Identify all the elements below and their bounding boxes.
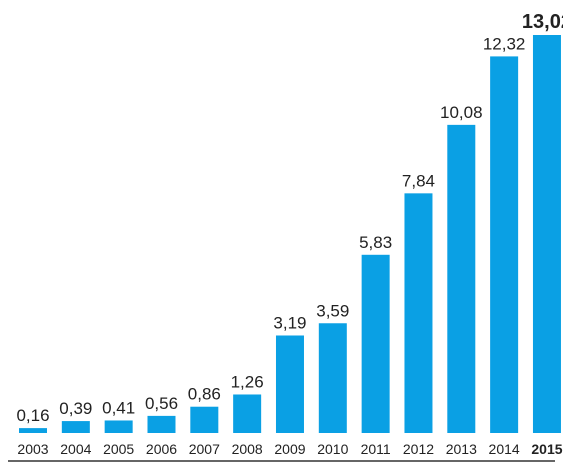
- bar-2006: [147, 415, 176, 433]
- bar-2011: [361, 254, 390, 433]
- bar-2015: [532, 35, 561, 433]
- value-label-2012: 7,84: [402, 171, 435, 190]
- bar-2014: [490, 56, 519, 434]
- bar-2012: [404, 193, 433, 433]
- bar-2007: [190, 406, 219, 433]
- tick-label-2010: 2010: [317, 441, 348, 457]
- value-label-2007: 0,86: [188, 385, 221, 404]
- tick-label-2013: 2013: [446, 441, 477, 457]
- tick-label-2004: 2004: [60, 441, 91, 457]
- tick-label-2005: 2005: [103, 441, 134, 457]
- value-label-2015: 13,02: [522, 11, 563, 33]
- tick-label-2014: 2014: [489, 441, 520, 457]
- tick-label-2007: 2007: [189, 441, 220, 457]
- value-label-2005: 0,41: [102, 398, 135, 417]
- value-label-2011: 5,83: [359, 233, 392, 252]
- value-label-2010: 3,59: [316, 301, 349, 320]
- value-label-2004: 0,39: [59, 399, 92, 418]
- value-label-2008: 1,26: [231, 372, 264, 391]
- tick-label-2009: 2009: [274, 441, 305, 457]
- x-axis-tick-labels: 2003 2004 2005 2006 2007 2008 2009 2010 2011 2012…: [17, 441, 562, 457]
- bar-2013: [447, 124, 476, 434]
- bar-2003: [19, 428, 47, 433]
- bar-2009: [275, 335, 304, 433]
- value-labels-layer: 0,16 0,39 0,41 0,56 0,86 1,26 3,19 3,59 5,83 7,84…: [16, 11, 563, 425]
- value-label-2009: 3,19: [273, 313, 306, 332]
- value-label-2013: 10,08: [440, 103, 483, 122]
- bar-2004: [61, 421, 90, 433]
- tick-label-2003: 2003: [17, 441, 48, 457]
- bar-2008: [233, 394, 262, 433]
- tick-label-2011: 2011: [361, 441, 391, 457]
- value-label-2006: 0,56: [145, 394, 178, 413]
- value-label-2003: 0,16: [16, 406, 49, 425]
- value-label-2014: 12,32: [483, 34, 526, 53]
- tick-label-2008: 2008: [232, 441, 263, 457]
- tick-label-2015: 2015: [531, 441, 562, 457]
- bars-layer: [19, 35, 561, 434]
- bar-2010: [318, 323, 347, 433]
- tick-label-2012: 2012: [403, 441, 434, 457]
- tick-label-2006: 2006: [146, 441, 177, 457]
- bar-2005: [104, 420, 133, 433]
